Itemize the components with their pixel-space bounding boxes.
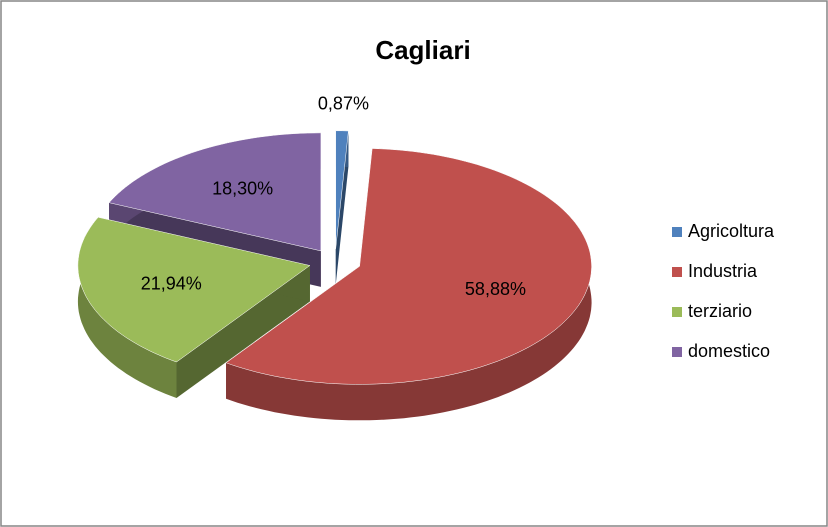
slice [225,148,592,385]
legend-swatch [672,267,682,277]
pie: 0,87% 58,88% 21,94% 18,30% [77,94,592,421]
slice [335,130,349,249]
data-label: 0,87% [318,94,369,114]
legend: Agricoltura Industria terziario domestico [672,221,775,361]
legend-label: Industria [688,261,758,281]
legend-swatch [672,307,682,317]
data-label: 58,88% [465,279,526,299]
data-label: 18,30% [212,178,273,198]
legend-label: Agricoltura [688,221,775,241]
legend-label: terziario [688,301,752,321]
data-label: 21,94% [141,274,202,294]
legend-swatch [672,347,682,357]
slice [108,132,322,252]
legend-label: domestico [688,341,770,361]
slice [77,217,311,363]
chart-title: Cagliari [375,35,470,65]
slice-side [176,265,310,398]
legend-swatch [672,227,682,237]
slice-side [335,131,349,285]
slice-side [77,217,177,398]
slice-side [226,148,592,421]
